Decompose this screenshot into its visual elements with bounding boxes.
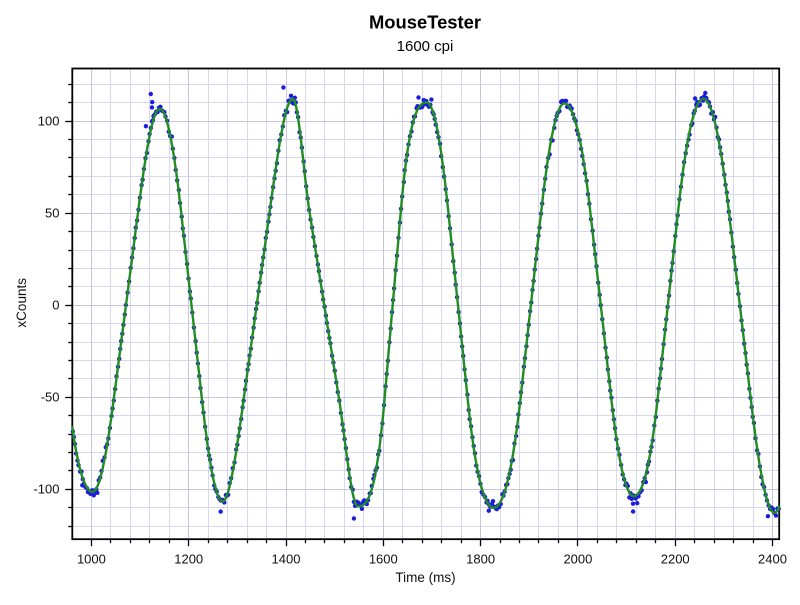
svg-text:-100: -100 [33,482,59,497]
svg-text:Time (ms): Time (ms) [395,570,455,585]
svg-text:1200: 1200 [174,552,203,567]
svg-text:0: 0 [52,298,59,313]
svg-text:2400: 2400 [758,552,787,567]
svg-text:50: 50 [45,206,59,221]
svg-text:1600 cpi: 1600 cpi [397,38,454,55]
svg-text:1000: 1000 [77,552,106,567]
svg-text:100: 100 [38,114,60,129]
svg-text:MouseTester: MouseTester [369,12,481,33]
svg-text:1800: 1800 [466,552,495,567]
svg-text:1600: 1600 [369,552,398,567]
svg-text:1400: 1400 [272,552,301,567]
svg-text:xCounts: xCounts [14,278,29,328]
svg-text:2200: 2200 [661,552,690,567]
svg-text:-50: -50 [41,390,60,405]
svg-text:2000: 2000 [563,552,592,567]
